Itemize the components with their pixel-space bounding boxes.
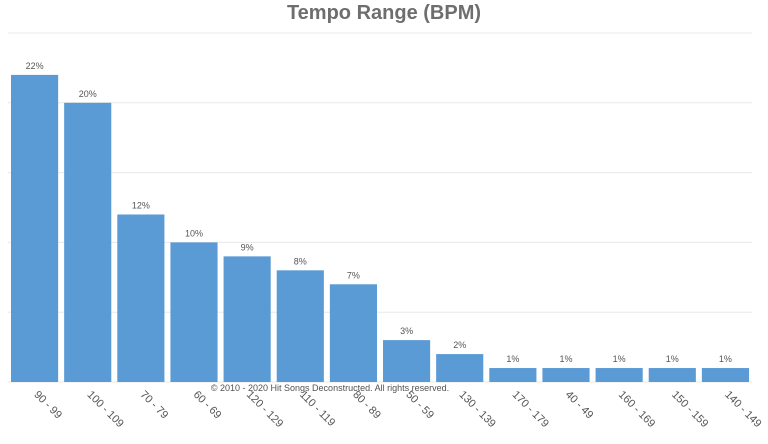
value-label-4: 9% — [241, 242, 254, 252]
x-tick-label-1: 100 - 109 — [84, 389, 125, 430]
bar-10 — [542, 368, 590, 382]
value-label-0: 22% — [26, 61, 44, 71]
bar-2 — [117, 214, 165, 382]
x-tick-label-8: 130 - 139 — [456, 389, 497, 430]
value-label-3: 10% — [185, 228, 203, 238]
bar-5 — [276, 270, 324, 382]
value-label-7: 3% — [400, 326, 413, 336]
bar-11 — [595, 368, 643, 382]
value-label-8: 2% — [453, 340, 466, 350]
value-label-12: 1% — [666, 354, 679, 364]
x-tick-label-9: 170 - 179 — [510, 389, 551, 430]
value-label-1: 20% — [79, 89, 97, 99]
bars — [11, 74, 749, 383]
value-labels: 22% 20% 12% 10% 9% 8% 7% 3% 2% 1% 1% 1% 1% 1% — [26, 61, 732, 364]
bar-7 — [383, 340, 431, 382]
value-label-10: 1% — [559, 354, 572, 364]
value-label-13: 1% — [719, 354, 732, 364]
value-label-5: 8% — [294, 256, 307, 266]
bar-8 — [436, 354, 484, 382]
bar-3 — [170, 242, 218, 382]
x-tick-labels: 90 - 99 100 - 109 70 - 79 60 - 69 120 - 129 1… — [31, 389, 763, 430]
x-tick-label-11: 160 - 169 — [616, 389, 657, 430]
bar-12 — [648, 368, 696, 382]
value-label-9: 1% — [506, 354, 519, 364]
bar-1 — [64, 102, 112, 383]
chart-title: Tempo Range (BPM) — [286, 2, 482, 24]
bar-6 — [329, 284, 377, 382]
bar-9 — [489, 368, 537, 382]
x-tick-label-5: 110 - 119 — [297, 389, 337, 429]
x-tick-label-12: 150 - 159 — [669, 389, 710, 430]
bar-0 — [11, 74, 59, 382]
x-tick-label-4: 120 - 129 — [244, 389, 285, 430]
bar-4 — [223, 256, 271, 382]
copyright-watermark: © 2010 - 2020 Hit Songs Deconstructed. A… — [210, 383, 450, 393]
value-label-2: 12% — [132, 200, 150, 210]
x-tick-label-13: 140 - 149 — [722, 389, 763, 430]
value-label-6: 7% — [347, 270, 360, 280]
value-label-11: 1% — [613, 354, 626, 364]
bar-13 — [701, 368, 749, 382]
